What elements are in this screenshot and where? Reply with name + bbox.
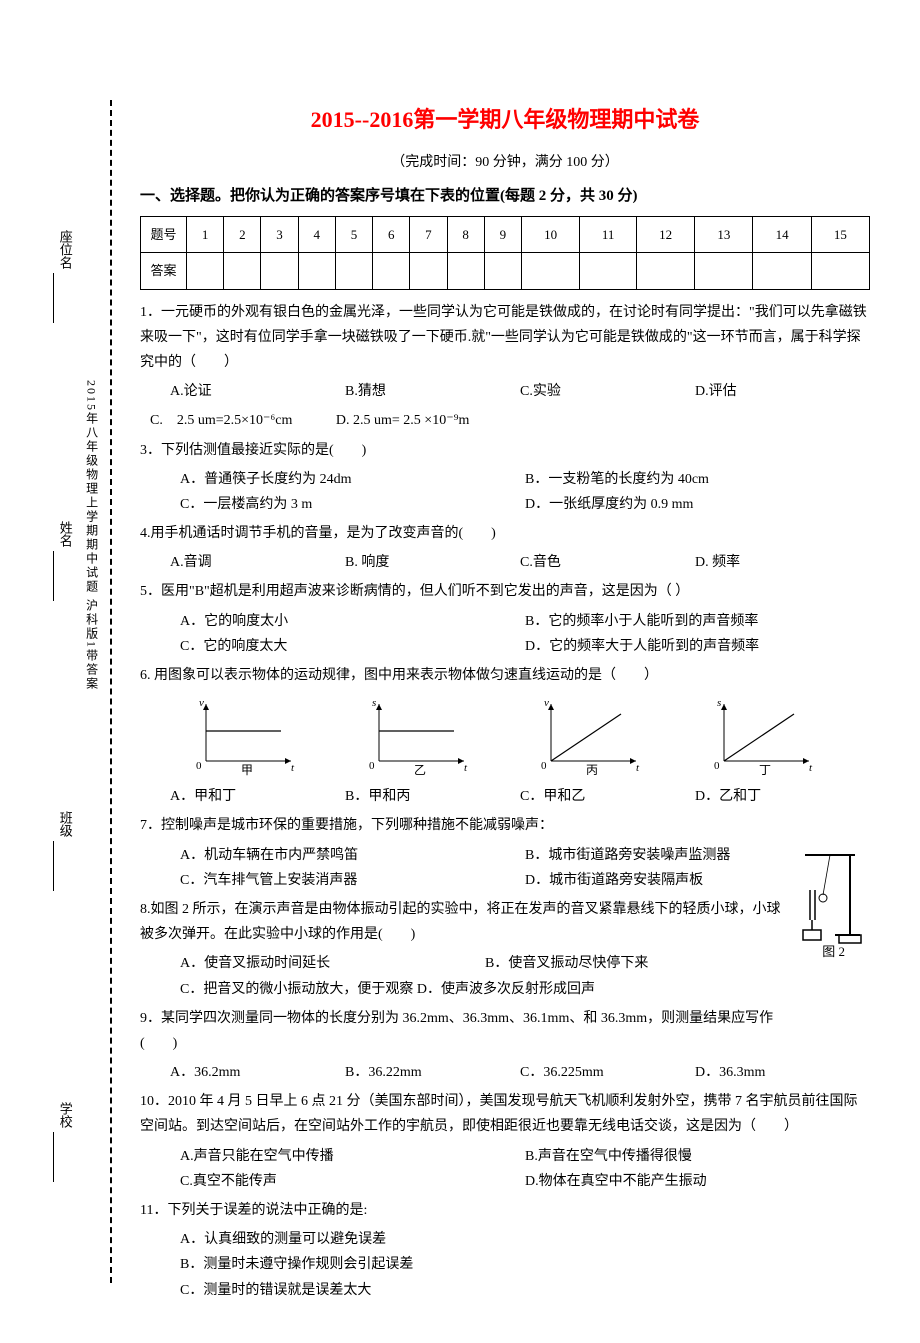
figure-2-label: 图 2 (822, 940, 845, 963)
seat-label: 座位名 (53, 230, 76, 269)
exam-title: 2015--2016第一学期八年级物理期中试卷 (140, 100, 870, 140)
grid-label-qnum: 题号 (141, 216, 187, 252)
q5-options: A．它的响度太小B．它的频率小于人能听到的声音频率 C．它的响度太大D．它的频率… (140, 609, 870, 659)
school-label: 学校 (53, 1102, 76, 1128)
tuning-fork-figure (795, 850, 865, 950)
cut-line (110, 100, 112, 1283)
svg-text:丁: 丁 (759, 763, 771, 776)
svg-text:t: t (636, 762, 640, 774)
graph-yi: s t 0 乙 (364, 696, 474, 776)
q10-text: 10．2010 年 4 月 5 日早上 6 点 21 分（美国东部时间），美国发… (140, 1089, 870, 1139)
grid-answer-row: 答案 (141, 253, 870, 289)
main-content: 2015--2016第一学期八年级物理期中试卷 （完成时间：90 分钟，满分 1… (140, 100, 870, 1303)
q10-options: A.声音只能在空气中传播B.声音在空气中传播得很慢 C.真空不能传声D.物体在真… (140, 1144, 870, 1194)
q6-graphs: v t 0 甲 s t 0 乙 v t 0 丙 (160, 696, 850, 776)
q7-text: 7．控制噪声是城市环保的重要措施，下列哪种措施不能减弱噪声： (140, 813, 870, 838)
graph-ding: s t 0 丁 (709, 696, 819, 776)
svg-text:丙: 丙 (586, 763, 598, 776)
svg-text:乙: 乙 (414, 763, 426, 776)
svg-text:t: t (291, 762, 295, 774)
q2-options: C. 2.5 um=2.5×10⁻⁶cm D. 2.5 um= 2.5 ×10⁻… (140, 408, 870, 433)
exam-subtitle: （完成时间：90 分钟，满分 100 分） (140, 150, 870, 175)
q5-text: 5．医用"B"超机是利用超声波来诊断病情的，但人们听不到它发出的声音，这是因为（… (140, 579, 870, 604)
svg-text:t: t (809, 762, 813, 774)
graph-bing: v t 0 丙 (536, 696, 646, 776)
svg-text:v: v (199, 697, 204, 709)
q3-options: A．普通筷子长度约为 24dmB．一支粉笔的长度约为 40cm C．一层楼高约为… (140, 467, 870, 517)
svg-text:0: 0 (541, 760, 547, 772)
class-label: 班级 (53, 811, 76, 837)
svg-text:甲: 甲 (241, 763, 253, 776)
q1-options: A.论证 B.猜想 C.实验 D.评估 (140, 379, 870, 404)
q7-options: A．机动车辆在市内严禁鸣笛B．城市街道路旁安装噪声监测器 C．汽车排气管上安装消… (140, 843, 870, 893)
grid-header-row: 题号 1 2 3 4 5 6 7 8 9 10 11 12 13 14 15 (141, 216, 870, 252)
svg-text:v: v (544, 697, 549, 709)
svg-text:0: 0 (196, 760, 202, 772)
q4-text: 4.用手机通话时调节手机的音量，是为了改变声音的( ) (140, 521, 870, 546)
svg-text:s: s (717, 697, 721, 709)
q4-options: A.音调 B. 响度 C.音色 D. 频率 (140, 550, 870, 575)
grid-label-ans: 答案 (141, 253, 187, 289)
answer-grid: 题号 1 2 3 4 5 6 7 8 9 10 11 12 13 14 15 答… (140, 216, 870, 290)
q3-text: 3．下列估测值最接近实际的是( ) (140, 438, 870, 463)
q11-options: A．认真细致的测量可以避免误差 B．测量时未遵守操作规则会引起误差 C．测量时的… (140, 1227, 870, 1303)
q6-text: 6. 用图象可以表示物体的运动规律，图中用来表示物体做匀速直线运动的是（ ） (140, 663, 870, 688)
svg-text:t: t (464, 762, 468, 774)
q1-text: 1．一元硬币的外观有银白色的金属光泽，一些同学认为它可能是铁做成的，在讨论时有同… (140, 300, 870, 376)
svg-text:s: s (372, 697, 376, 709)
svg-text:0: 0 (369, 760, 375, 772)
name-label: 姓名 (53, 521, 76, 547)
q8-text: 8.如图 2 所示，在演示声音是由物体振动引起的实验中，将正在发声的音叉紧靠悬线… (140, 897, 870, 947)
q8-options: A．使音叉振动时间延长B．使音叉振动尽快停下来 C．把音叉的微小振动放大，便于观… (140, 951, 870, 1001)
q9-text: 9．某同学四次测量同一物体的长度分别为 36.2mm、36.3mm、36.1mm… (140, 1006, 870, 1056)
section-1-header: 一、选择题。把你认为正确的答案序号填在下表的位置(每题 2 分，共 30 分) (140, 183, 870, 210)
q11-text: 11．下列关于误差的说法中正确的是: (140, 1198, 870, 1223)
vertical-caption: 2015年八年级物理上学期期中试题 沪科版1带答案 (80, 380, 102, 691)
q9-options: A．36.2mm B．36.22mm C．36.225mm D．36.3mm (140, 1060, 870, 1085)
q6-options: A．甲和丁 B．甲和丙 C．甲和乙 D．乙和丁 (140, 784, 870, 809)
graph-jia: v t 0 甲 (191, 696, 301, 776)
svg-text:0: 0 (714, 760, 720, 772)
side-labels: 座位名 姓名 班级 学校 (40, 120, 90, 1283)
